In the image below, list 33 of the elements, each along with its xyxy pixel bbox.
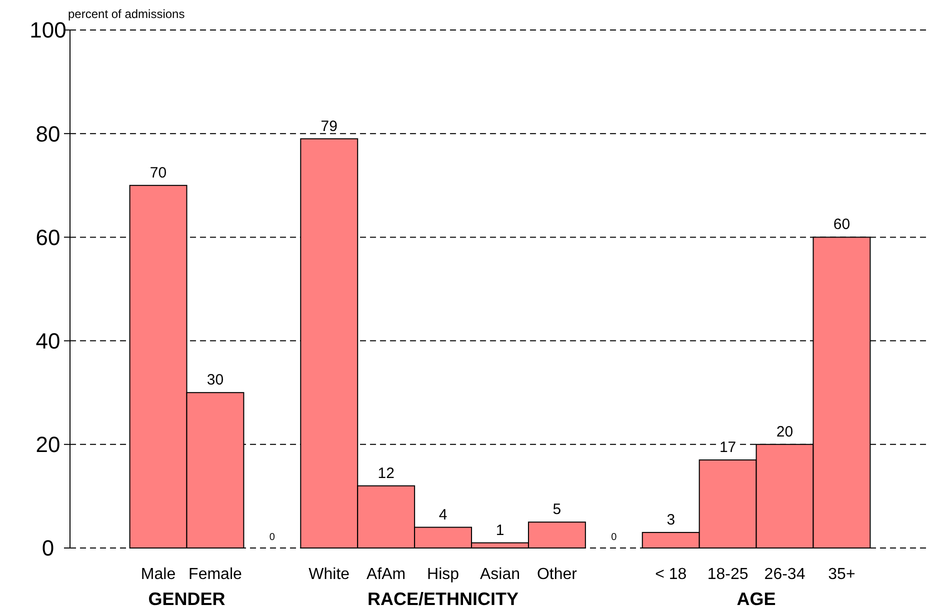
- y-tick-label: 0: [42, 536, 54, 561]
- x-tick-label: < 18: [655, 566, 687, 583]
- x-tick-label: Male: [140, 566, 176, 583]
- text: GENDER: [148, 589, 226, 609]
- x-tick-label: Asian: [480, 566, 520, 583]
- x-tick-label: 18-25: [707, 566, 748, 583]
- text: AGE: [736, 589, 776, 609]
- data-label: 5: [552, 501, 562, 518]
- data-label: 70: [150, 164, 167, 182]
- data-label: 60: [833, 216, 850, 234]
- y-tick-label: 20: [36, 432, 60, 458]
- x-tick-label: 26-34: [764, 566, 806, 583]
- x-tick-label: White: [308, 566, 350, 583]
- data-label: 12: [378, 464, 394, 482]
- y-tick-label: 40: [36, 328, 60, 354]
- x-tick-label: AfAm: [366, 566, 406, 583]
- x-tick-label: Other: [536, 566, 578, 583]
- data-label: 4: [438, 506, 448, 524]
- text: RACE/ETHNICITY: [368, 589, 519, 609]
- data-label: 0: [269, 532, 276, 543]
- y-tick-label: 100: [30, 18, 66, 43]
- y-tick-label: 60: [36, 224, 60, 250]
- data-label: 30: [206, 372, 224, 389]
- x-tick-label: Hisp: [427, 566, 460, 583]
- data-label: 3: [666, 511, 676, 528]
- y-axis-title: percent of admissions: [68, 7, 185, 21]
- x-tick-label: 35+: [828, 566, 856, 583]
- data-label: 79: [320, 118, 338, 135]
- x-tick-label: Female: [188, 566, 242, 583]
- data-label: 20: [776, 423, 794, 440]
- data-label: 0: [611, 532, 618, 543]
- y-tick-label: 80: [36, 121, 60, 146]
- data-label: 1: [496, 522, 504, 539]
